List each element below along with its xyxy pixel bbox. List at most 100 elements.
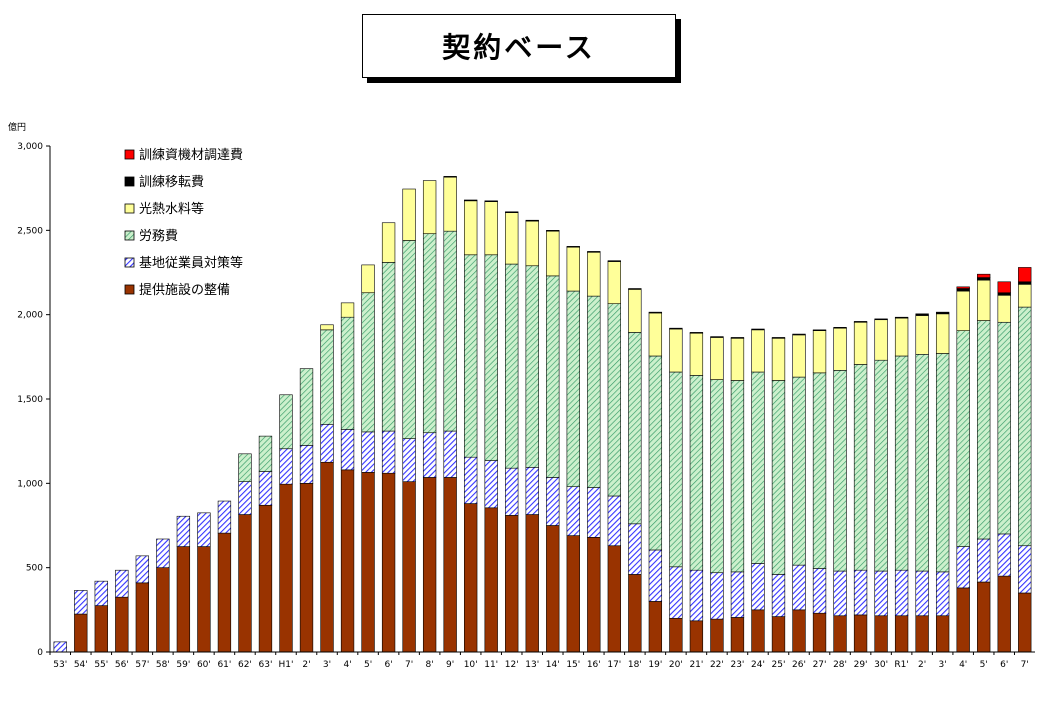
bar-segment-1-12	[299, 445, 314, 484]
x-tick-label: 58'	[156, 660, 170, 670]
bar-segment-1-39	[853, 569, 868, 616]
legend-swatch	[124, 203, 135, 214]
bar-segment-4-21	[484, 200, 498, 202]
bar-segment-1-21	[484, 460, 498, 509]
bar-segment-0-21	[484, 507, 498, 653]
bar-segment-3-19	[443, 176, 457, 232]
bar-segment-3-22	[505, 212, 519, 265]
bar-segment-4-46	[997, 292, 1011, 296]
bar-segment-1-16	[381, 430, 396, 474]
bar-segment-2-33	[730, 380, 745, 573]
x-tick-label: 19'	[648, 660, 662, 670]
bar-segment-1-7	[197, 512, 211, 547]
bar-segment-1-26	[587, 487, 601, 538]
bar-segment-1-0	[53, 641, 67, 653]
bar-segment-0-4	[135, 582, 149, 653]
bar-segment-1-41	[894, 569, 909, 617]
bar-segment-1-9	[238, 481, 252, 515]
bar-segment-2-16	[381, 262, 396, 432]
bar-segment-3-32	[710, 337, 724, 380]
legend-label: 労務費	[139, 229, 178, 244]
bar-segment-0-29	[648, 601, 663, 653]
bar-segment-4-39	[853, 321, 868, 323]
x-tick-label: 22'	[710, 660, 724, 670]
bar-segment-1-18	[422, 432, 437, 478]
bar-segment-0-38	[833, 615, 847, 653]
bar-segment-1-34	[751, 563, 765, 611]
bar-segment-2-23	[525, 265, 539, 468]
bar-segment-3-28	[628, 289, 642, 333]
bar-segment-1-43	[935, 571, 950, 617]
bar-segment-4-25	[566, 246, 580, 248]
bar-segment-2-37	[812, 372, 827, 569]
bar-segment-2-36	[792, 376, 806, 566]
bar-segment-1-20	[464, 456, 478, 504]
bar-segment-0-17	[402, 481, 416, 653]
y-tick-label: 3,000	[17, 142, 43, 152]
x-tick-label: 16'	[587, 660, 601, 670]
bar-segment-3-18	[422, 180, 437, 235]
bar-segment-4-40	[874, 318, 888, 321]
bar-segment-1-38	[833, 570, 847, 617]
x-tick-label: 12'	[505, 660, 519, 670]
bar-segment-2-46	[997, 321, 1011, 535]
x-tick-label: 53'	[53, 660, 67, 670]
bar-segment-0-18	[422, 477, 437, 653]
bar-segment-2-13	[320, 329, 334, 425]
bar-segment-2-26	[587, 295, 601, 488]
bar-segment-2-32	[710, 379, 724, 574]
bar-segment-0-20	[464, 503, 478, 653]
bar-segment-4-29	[648, 311, 663, 314]
bar-segment-5-46	[997, 281, 1011, 294]
bar-segment-4-35	[771, 337, 786, 339]
bar-segment-2-12	[299, 368, 314, 446]
bar-segment-1-8	[217, 500, 232, 534]
bar-segment-1-17	[402, 438, 416, 482]
bar-segment-3-37	[812, 330, 827, 374]
bar-segment-0-36	[792, 609, 806, 653]
x-tick-label: 14'	[546, 660, 560, 670]
bar-segment-4-31	[689, 332, 704, 334]
bar-segment-4-38	[833, 327, 847, 329]
bar-segment-3-42	[915, 315, 929, 355]
bar-segment-1-4	[135, 555, 149, 584]
bar-segment-2-20	[464, 254, 478, 458]
bar-segment-1-33	[730, 571, 745, 618]
bar-segment-0-46	[997, 575, 1011, 653]
bar-segment-0-1	[74, 613, 88, 653]
bar-segment-3-26	[587, 251, 601, 297]
bar-segment-2-24	[546, 275, 560, 478]
chart-title-box: 契約ベース	[362, 14, 676, 78]
bar-segment-3-39	[853, 321, 868, 365]
bar-segment-0-12	[299, 483, 314, 653]
bar-segment-3-14	[340, 302, 355, 318]
bar-segment-2-14	[340, 316, 355, 430]
bar-segment-0-19	[443, 477, 457, 653]
bar-segment-2-47	[1018, 306, 1032, 547]
bar-segment-1-6	[176, 515, 191, 547]
bar-segment-3-44	[956, 290, 970, 331]
bar-segment-2-19	[443, 230, 457, 432]
bar-segment-0-35	[771, 616, 786, 653]
bar-segment-4-44	[956, 288, 970, 292]
x-tick-label: 2'	[302, 660, 310, 670]
bar-segment-3-21	[484, 201, 498, 256]
x-tick-label: 57'	[135, 660, 149, 670]
bar-segment-1-35	[771, 574, 786, 617]
bar-segment-0-6	[176, 546, 191, 653]
bar-segment-0-11	[279, 483, 293, 653]
bar-segment-1-42	[915, 570, 929, 617]
bar-segment-3-46	[997, 294, 1011, 323]
x-tick-label: 3'	[323, 660, 331, 670]
bar-segment-0-41	[894, 615, 909, 653]
bar-segment-0-30	[669, 617, 683, 653]
x-tick-label: 25'	[772, 660, 786, 670]
x-tick-label: 30'	[874, 660, 888, 670]
y-tick-label: 0	[37, 648, 43, 658]
bar-segment-4-36	[792, 333, 806, 336]
bar-segment-1-45	[977, 538, 991, 583]
bar-segment-4-32	[710, 336, 724, 338]
legend-label: 基地従業員対策等	[139, 255, 243, 271]
bar-segment-2-27	[607, 303, 621, 497]
